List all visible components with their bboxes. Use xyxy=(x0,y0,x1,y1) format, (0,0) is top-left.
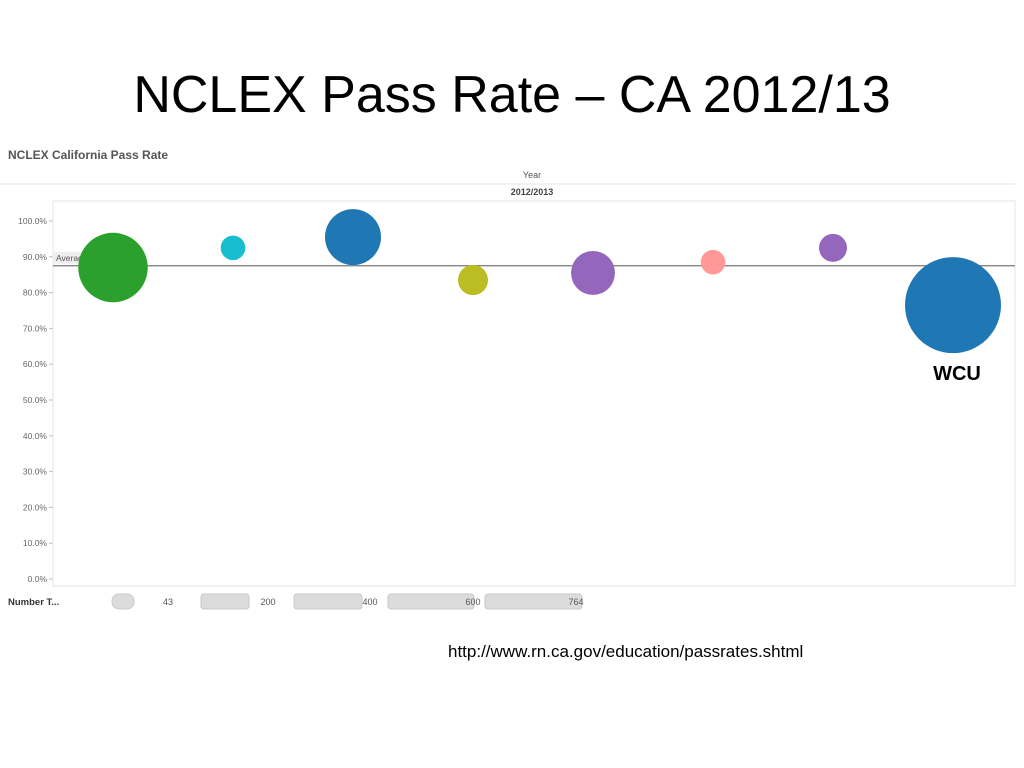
y-tick-label: 60.0% xyxy=(23,359,48,369)
plot-frame xyxy=(52,200,1016,587)
bubble[interactable] xyxy=(905,257,1001,354)
bubbles xyxy=(78,209,1001,354)
bubble[interactable] xyxy=(78,232,148,303)
y-tick-label: 70.0% xyxy=(23,323,48,333)
size-legend-label: 43 xyxy=(163,597,173,607)
y-tick-label: 80.0% xyxy=(23,288,48,298)
y-tick-label: 90.0% xyxy=(23,252,48,262)
size-legend-swatch xyxy=(111,593,135,610)
y-tick-label: 30.0% xyxy=(23,467,48,477)
column-header-label: Year xyxy=(523,170,541,180)
size-legend-title: Number T... xyxy=(8,597,59,608)
y-tick-label: 0.0% xyxy=(28,574,48,584)
size-legend-swatch xyxy=(293,593,363,610)
column-header-value: 2012/2013 xyxy=(511,187,554,197)
average-label: Average xyxy=(56,253,88,263)
source-url[interactable]: http://www.rn.ca.gov/education/passrates… xyxy=(448,642,804,661)
y-tick-label: 10.0% xyxy=(23,538,48,548)
slide-title: NCLEX Pass Rate – CA 2012/13 xyxy=(133,66,891,124)
size-legend-swatch xyxy=(200,593,250,610)
y-tick-label: 50.0% xyxy=(23,395,48,405)
size-legend: Number T... 43 200 400 600 764 xyxy=(8,593,584,610)
bubble[interactable] xyxy=(457,265,489,296)
size-legend-label: 764 xyxy=(568,597,583,607)
average-reference: Average xyxy=(53,251,1015,267)
bubble[interactable] xyxy=(220,235,246,261)
size-legend-label: 600 xyxy=(465,597,480,607)
size-legend-label: 200 xyxy=(260,597,275,607)
y-tick-label: 40.0% xyxy=(23,431,48,441)
y-tick-label: 20.0% xyxy=(23,502,48,512)
size-legend-label: 400 xyxy=(362,597,377,607)
bubble[interactable] xyxy=(818,233,848,262)
bubble[interactable] xyxy=(571,250,615,295)
chart-title: NCLEX California Pass Rate xyxy=(8,148,169,162)
size-legend-swatch xyxy=(387,593,475,610)
size-legend-swatch xyxy=(484,593,583,610)
wcu-annotation: WCU xyxy=(933,363,981,385)
bubble[interactable] xyxy=(324,209,382,266)
y-axis: 0.0% 10.0% 20.0% 30.0% 40.0% 50.0% 60.0% 70.0% 8… xyxy=(18,216,53,584)
pass-rate-chart: Year 2012/2013 0.0% 10.0% 20.0% 30.0% 40.0% 5… xyxy=(0,170,1016,610)
bubble[interactable] xyxy=(700,249,726,275)
y-tick-label: 100.0% xyxy=(18,216,47,226)
annotation-group: WCU xyxy=(933,363,981,385)
